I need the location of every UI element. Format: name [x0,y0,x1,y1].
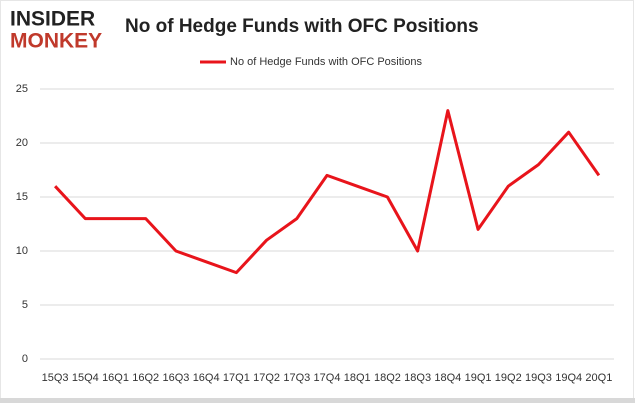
logo-top: INSIDER [10,8,95,31]
x-tick-label: 16Q2 [132,372,159,384]
x-tick-label: 17Q3 [283,372,310,384]
logo-bottom: MONKEY [10,30,102,53]
x-tick-label: 16Q4 [193,372,220,384]
data-line [54,109,601,275]
x-tick-label: 20Q1 [585,372,612,384]
x-tick-label: 15Q4 [72,372,99,384]
x-tick-label: 17Q4 [314,372,341,384]
y-tick-label: 10 [16,245,28,257]
x-tick-label: 16Q3 [162,372,189,384]
y-tick-label: 0 [22,353,28,365]
legend-label: No of Hedge Funds with OFC Positions [230,56,422,68]
x-tick-label: 18Q1 [344,372,371,384]
chart-title: No of Hedge Funds with OFC Positions [125,16,479,37]
x-tick-label: 18Q3 [404,372,431,384]
y-tick-label: 25 [16,83,28,95]
bottom-shadow [0,398,635,403]
x-tick-label: 15Q3 [42,372,69,384]
x-tick-label: 18Q2 [374,372,401,384]
y-tick-label: 20 [16,137,28,149]
x-tick-label: 19Q1 [465,372,492,384]
x-tick-label: 18Q4 [434,372,461,384]
x-tick-label: 19Q4 [555,372,582,384]
x-tick-label: 17Q2 [253,372,280,384]
x-tick-label: 19Q2 [495,372,522,384]
x-tick-label: 16Q1 [102,372,129,384]
x-tick-label: 19Q3 [525,372,552,384]
y-tick-label: 15 [16,191,28,203]
x-tick-label: 17Q1 [223,372,250,384]
y-tick-label: 5 [22,299,28,311]
